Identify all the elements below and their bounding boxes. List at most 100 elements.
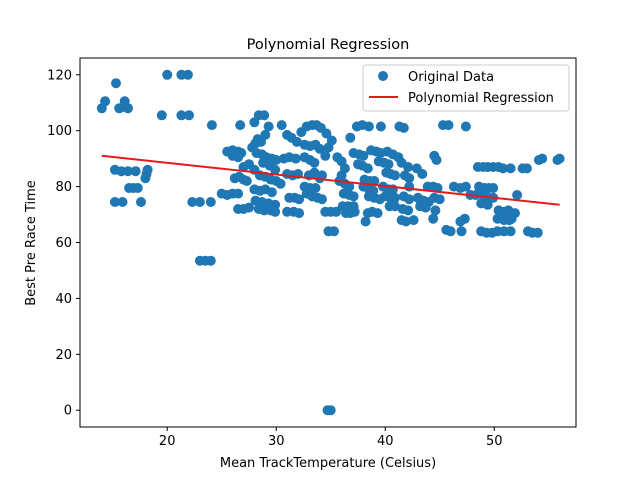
- data-point: [358, 150, 369, 161]
- data-point: [266, 187, 277, 198]
- data-point: [176, 110, 187, 121]
- data-point: [460, 121, 471, 132]
- regression-line: [101, 154, 560, 206]
- data-point: [390, 192, 400, 203]
- data-point: [404, 194, 415, 205]
- data-point: [271, 155, 282, 165]
- data-point: [142, 164, 153, 175]
- data-point: [326, 135, 337, 146]
- data-point: [482, 199, 493, 210]
- data-point: [344, 181, 355, 192]
- legend: Original Data Polynomial Regression: [362, 64, 570, 112]
- data-point: [403, 162, 414, 172]
- data-point: [362, 163, 373, 174]
- data-point: [162, 69, 173, 80]
- data-point: [309, 157, 320, 168]
- data-point: [136, 197, 146, 207]
- x-tick-label: 20: [159, 434, 176, 449]
- y-axis-label: Best Pre Race Time: [24, 180, 39, 306]
- plot-area: [96, 69, 565, 416]
- data-point: [521, 163, 532, 174]
- data-point: [537, 153, 548, 164]
- data-point: [194, 197, 205, 207]
- data-point: [430, 205, 441, 216]
- data-point: [275, 178, 286, 189]
- data-point: [459, 213, 470, 224]
- data-point: [428, 213, 439, 224]
- data-point: [187, 197, 198, 207]
- x-tick-label: 30: [268, 434, 285, 449]
- y-tick-label: 120: [47, 68, 72, 83]
- data-point: [233, 188, 244, 199]
- data-point: [417, 169, 428, 179]
- data-point: [456, 226, 467, 237]
- data-point: [233, 152, 244, 163]
- data-point: [321, 128, 332, 139]
- axes: 20 30 40 50 0 20 40 60 80 100 120: [47, 57, 577, 449]
- y-tick-label: 40: [55, 292, 72, 307]
- data-point: [100, 96, 111, 107]
- data-point: [375, 121, 386, 132]
- data-point: [488, 183, 499, 193]
- data-point: [294, 194, 305, 205]
- data-point: [205, 197, 216, 207]
- data-point: [290, 153, 301, 164]
- data-point: [256, 136, 266, 147]
- data-point: [314, 143, 325, 154]
- data-point: [400, 216, 411, 227]
- y-tick-label: 60: [55, 236, 72, 251]
- y-tick-label: 80: [55, 180, 72, 195]
- legend-marker-original-data: [378, 71, 388, 81]
- chart-title: Polynomial Regression: [247, 37, 410, 53]
- data-point: [205, 255, 216, 266]
- data-point: [390, 170, 400, 181]
- data-point: [206, 120, 217, 131]
- data-point: [263, 121, 274, 132]
- data-point: [532, 227, 543, 238]
- y-tick-label: 0: [64, 404, 72, 419]
- data-point: [235, 120, 246, 131]
- data-point: [363, 121, 374, 132]
- data-point: [383, 159, 394, 170]
- data-point: [317, 194, 327, 205]
- data-point: [294, 208, 305, 219]
- data-point: [317, 170, 327, 181]
- data-point: [184, 110, 194, 121]
- data-point: [331, 206, 342, 217]
- data-point: [320, 150, 331, 161]
- data-point: [130, 166, 141, 177]
- data-point: [117, 197, 128, 207]
- data-point: [123, 103, 133, 114]
- data-point: [291, 136, 302, 147]
- legend-box: [362, 64, 570, 112]
- data-point: [431, 155, 442, 165]
- data-point: [325, 405, 336, 416]
- x-axis-label: Mean TrackTemperature (Celsius): [220, 456, 436, 471]
- data-point: [345, 132, 356, 143]
- data-point: [123, 166, 133, 177]
- data-point: [390, 201, 400, 212]
- data-point: [369, 176, 380, 186]
- data-point: [244, 202, 254, 213]
- data-point: [156, 110, 167, 121]
- data-point: [408, 215, 419, 226]
- data-point: [111, 78, 121, 89]
- data-point: [276, 120, 287, 131]
- data-point: [241, 176, 252, 186]
- y-tick-label: 100: [47, 124, 72, 139]
- data-point: [182, 69, 193, 80]
- x-tick-label: 50: [486, 434, 503, 449]
- data-point: [498, 163, 508, 174]
- data-point: [329, 226, 339, 237]
- data-point: [349, 206, 360, 217]
- data-point: [404, 181, 415, 192]
- legend-label-polynomial-regression: Polynomial Regression: [408, 91, 554, 106]
- data-point: [310, 183, 321, 193]
- data-point: [403, 205, 414, 216]
- x-tick-label: 40: [377, 434, 394, 449]
- legend-label-original-data: Original Data: [408, 70, 494, 85]
- data-point: [554, 153, 565, 164]
- data-point: [512, 190, 523, 200]
- data-point: [270, 164, 281, 175]
